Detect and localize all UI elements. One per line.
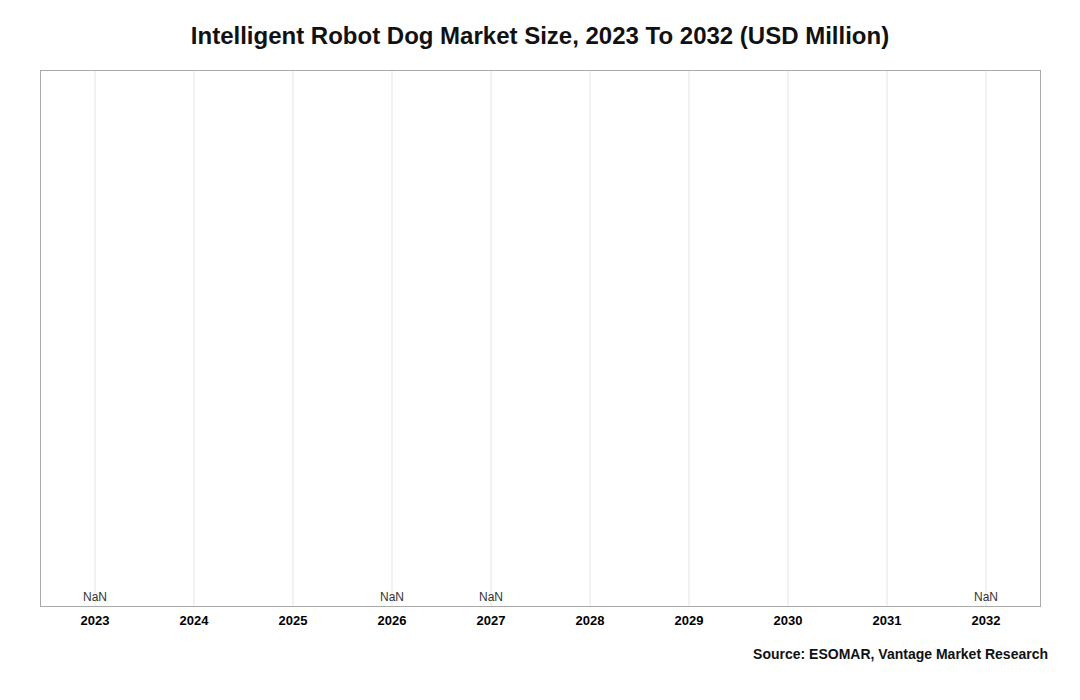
svg-text:2026: 2026	[378, 613, 407, 628]
svg-text:NaN: NaN	[479, 590, 503, 604]
svg-text:2028: 2028	[576, 613, 605, 628]
svg-text:2031: 2031	[873, 613, 902, 628]
svg-text:2027: 2027	[477, 613, 506, 628]
svg-text:2029: 2029	[675, 613, 704, 628]
svg-text:2024: 2024	[180, 613, 210, 628]
svg-text:2032: 2032	[972, 613, 1001, 628]
html-text:Intelligent Robot Dog Market S: Intelligent Robot Dog Market Size, 2023 …	[190, 22, 890, 49]
svg-text:2025: 2025	[279, 613, 308, 628]
svg-text:2030: 2030	[774, 613, 803, 628]
html-text:Source: ESOMAR, Vantage Market: Source: ESOMAR, Vantage Market Research	[753, 646, 1048, 662]
svg-text:2023: 2023	[81, 613, 110, 628]
svg-text:NaN: NaN	[83, 590, 107, 604]
svg-text:NaN: NaN	[380, 590, 404, 604]
svg-text:NaN: NaN	[974, 590, 998, 604]
